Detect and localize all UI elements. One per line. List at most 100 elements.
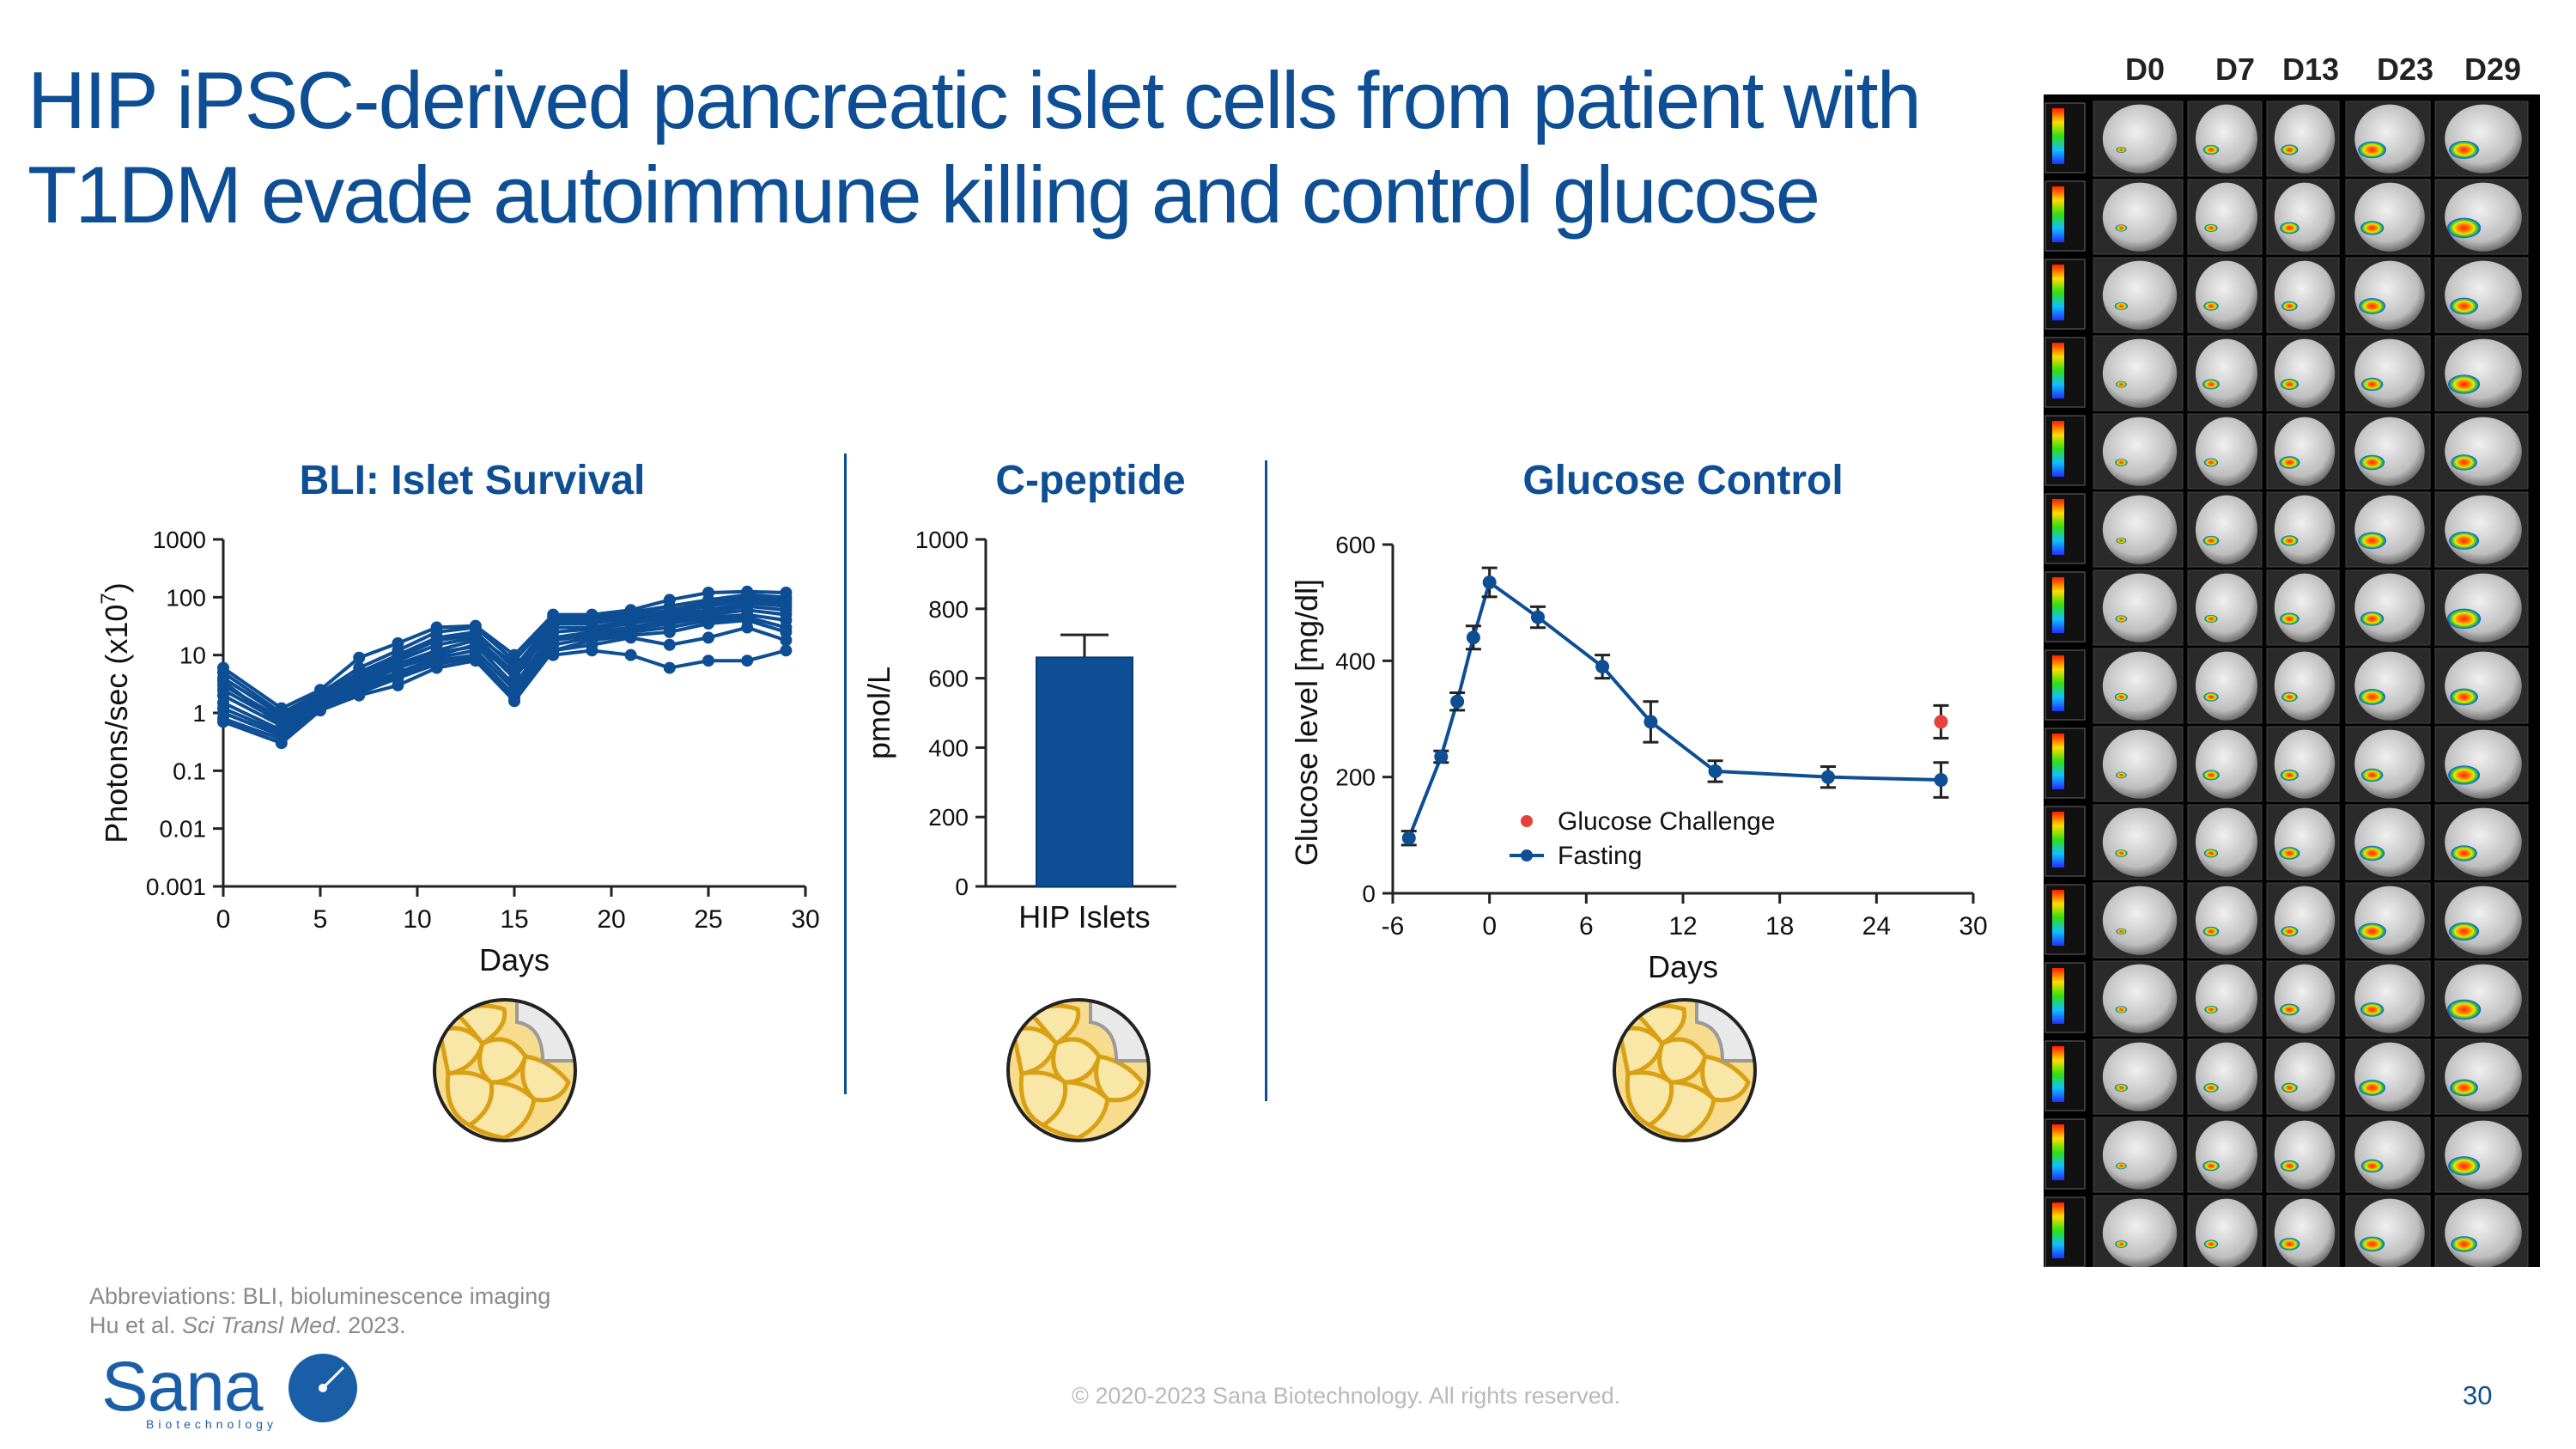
bli-signal bbox=[2116, 381, 2127, 388]
bli-signal bbox=[2359, 689, 2386, 705]
mouse-silhouette bbox=[2102, 1198, 2178, 1268]
data-point bbox=[469, 629, 482, 642]
bli-signal bbox=[2360, 1159, 2384, 1173]
day-label-d13: D13 bbox=[2282, 52, 2340, 87]
footnote-reference: Hu et al. Sci Transl Med. 2023. bbox=[89, 1312, 406, 1338]
y-axis-label-main: Photons/sec (x10 bbox=[99, 605, 134, 843]
mouse-silhouette bbox=[2354, 1120, 2425, 1190]
mouse-silhouette bbox=[2354, 417, 2425, 486]
mouse-silhouette bbox=[2102, 651, 2178, 721]
mouse-silhouette bbox=[2354, 260, 2425, 330]
bli-signal bbox=[2203, 1083, 2219, 1093]
data-point bbox=[275, 737, 288, 750]
mouse-silhouette bbox=[2445, 573, 2522, 642]
bli-signal bbox=[2360, 1002, 2385, 1017]
colorscale-legend bbox=[2044, 962, 2086, 1033]
y-tick-label: 0 bbox=[1362, 880, 1376, 907]
bli-imaging-panel bbox=[2044, 94, 2540, 1271]
copyright: © 2020-2023 Sana Biotechnology. All righ… bbox=[1072, 1383, 1621, 1409]
y-tick-label: 800 bbox=[928, 596, 969, 623]
bli-signal bbox=[2115, 849, 2128, 857]
mouse-silhouette bbox=[2274, 1120, 2336, 1190]
colorscale-bar bbox=[2052, 577, 2064, 633]
data-point bbox=[702, 654, 714, 667]
colorscale-bar bbox=[2052, 655, 2064, 711]
bli-signal bbox=[2203, 301, 2219, 311]
slide-title-line-2: T1DM evade autoimmune killing and contro… bbox=[27, 149, 1820, 240]
x-tick-label: -6 bbox=[1382, 912, 1405, 941]
y-axis-label: Photons/sec (x107) bbox=[97, 582, 134, 843]
mouse-silhouette bbox=[2102, 260, 2178, 330]
bli-signal bbox=[2448, 374, 2481, 394]
mouse-silhouette bbox=[2274, 182, 2336, 252]
colorscale-legend bbox=[2044, 337, 2086, 408]
x-tick-label: 5 bbox=[313, 905, 328, 934]
data-point bbox=[702, 631, 714, 644]
data-point bbox=[469, 654, 482, 667]
data-point bbox=[508, 695, 520, 708]
bli-signal bbox=[2360, 845, 2385, 861]
legend-marker-glucose-challenge bbox=[1521, 815, 1533, 827]
mouse-silhouette bbox=[2102, 1042, 2178, 1111]
bli-signal bbox=[2116, 928, 2127, 935]
y-axis-label-close: ) bbox=[99, 582, 134, 593]
bli-signal bbox=[2449, 531, 2480, 550]
colorscale-legend bbox=[2044, 571, 2086, 642]
bli-signal bbox=[2359, 298, 2386, 314]
mouse-silhouette bbox=[2274, 338, 2336, 408]
mouse-silhouette bbox=[2354, 886, 2425, 955]
bli-signal bbox=[2450, 297, 2478, 315]
mouse-silhouette bbox=[2102, 729, 2178, 799]
colorscale-bar bbox=[2052, 499, 2064, 555]
data-point-glucose-challenge bbox=[1934, 715, 1948, 729]
data-point bbox=[392, 679, 404, 691]
divider-left bbox=[844, 454, 847, 1094]
footnote: Abbreviations: BLI, bioluminescence imag… bbox=[89, 1282, 550, 1340]
data-point bbox=[469, 640, 482, 653]
colorscale-legend bbox=[2044, 1196, 2086, 1268]
data-point bbox=[275, 709, 288, 722]
mouse-silhouette bbox=[2196, 104, 2257, 174]
bli-signal bbox=[2450, 1079, 2478, 1097]
mouse-silhouette bbox=[2102, 886, 2178, 955]
x-axis-label: Days bbox=[479, 942, 550, 977]
data-point bbox=[353, 689, 366, 702]
bli-signal bbox=[2360, 377, 2384, 392]
mouse-silhouette bbox=[2196, 417, 2257, 486]
bli-signal bbox=[2358, 532, 2386, 550]
mouse-silhouette bbox=[2445, 417, 2522, 486]
day-label-d29: D29 bbox=[2464, 52, 2522, 87]
islet-cell-illustration bbox=[1006, 998, 1151, 1142]
mouse-silhouette bbox=[2102, 807, 2178, 877]
data-point-fasting bbox=[1595, 660, 1610, 674]
mouse-silhouette bbox=[2354, 1198, 2425, 1268]
data-point bbox=[314, 693, 326, 706]
data-point bbox=[430, 646, 443, 659]
y-tick-label: 0.001 bbox=[146, 874, 206, 900]
bli-signal bbox=[2280, 612, 2300, 625]
bli-signal bbox=[2281, 535, 2299, 546]
bli-signal bbox=[2360, 768, 2384, 782]
data-point bbox=[663, 625, 676, 638]
mouse-silhouette bbox=[2274, 104, 2336, 174]
mouse-silhouette bbox=[2354, 338, 2425, 408]
mouse-silhouette bbox=[2196, 1198, 2257, 1268]
mouse-silhouette bbox=[2354, 182, 2425, 252]
islet-cell-illustration bbox=[433, 998, 577, 1142]
cpeptide-bar-chart: 0 200 400 600 800 1000 pmol/L HIP Islets bbox=[861, 527, 1176, 935]
mouse-silhouette bbox=[2354, 729, 2425, 799]
mouse-silhouette bbox=[2354, 573, 2425, 642]
bli-signal bbox=[2451, 454, 2477, 471]
bli-signal bbox=[2115, 1240, 2128, 1248]
bli-chart-title: BLI: Islet Survival bbox=[299, 458, 646, 503]
bli-signal bbox=[2280, 379, 2300, 390]
mouse-silhouette bbox=[2445, 182, 2522, 252]
data-point-fasting bbox=[1708, 764, 1722, 778]
colorscale-bar bbox=[2052, 812, 2064, 868]
data-point bbox=[508, 666, 520, 679]
data-point bbox=[702, 618, 714, 630]
mouse-silhouette bbox=[2274, 886, 2336, 955]
data-point bbox=[624, 648, 637, 661]
legend-marker-fasting bbox=[1521, 849, 1533, 861]
mouse-silhouette bbox=[2445, 964, 2522, 1033]
